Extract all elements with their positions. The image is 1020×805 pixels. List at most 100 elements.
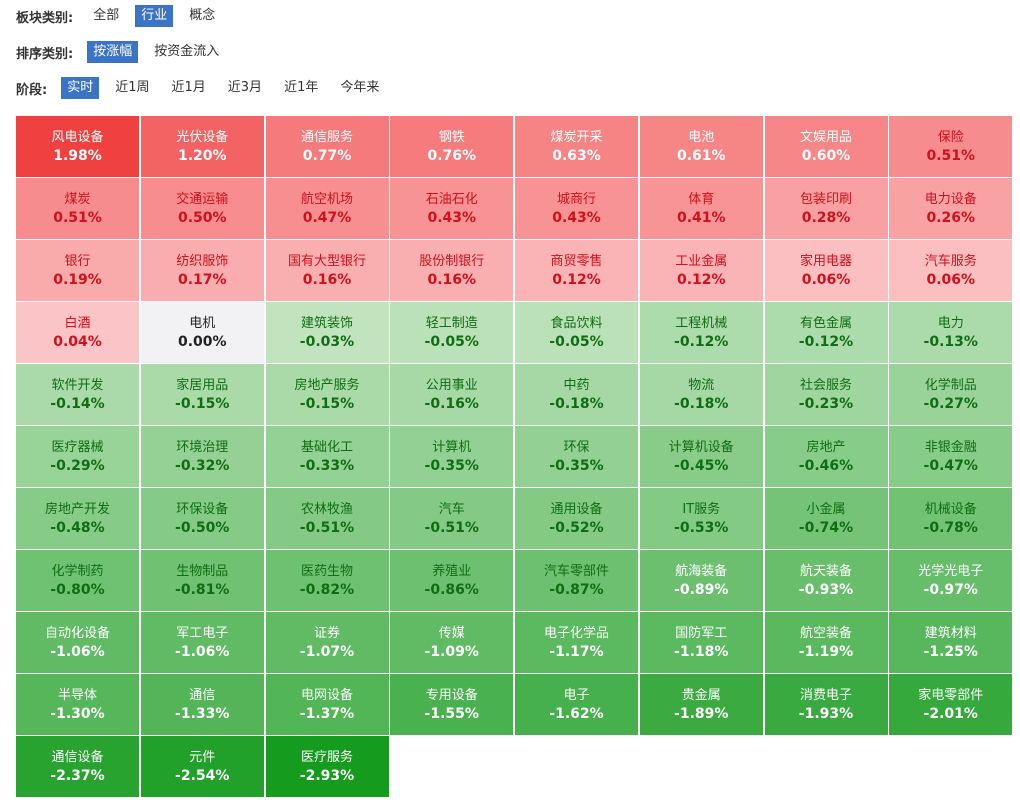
sector-tile[interactable]: 石油石化 0.43% bbox=[390, 178, 514, 239]
sector-tile[interactable]: 计算机设备 -0.45% bbox=[639, 426, 763, 487]
filter-option[interactable]: 行业 bbox=[135, 5, 174, 27]
sector-tile[interactable]: 家用电器 0.06% bbox=[764, 240, 888, 301]
sector-name: 有色金属 bbox=[799, 315, 852, 331]
sector-tile[interactable]: 农林牧渔 -0.51% bbox=[265, 488, 389, 549]
sector-name: 煤炭 bbox=[64, 191, 91, 207]
sector-tile[interactable]: 生物制品 -0.81% bbox=[140, 550, 264, 611]
sector-tile[interactable]: 电池 0.61% bbox=[639, 116, 763, 177]
sector-tile[interactable]: 专用设备 -1.55% bbox=[390, 674, 514, 735]
sector-tile[interactable]: 商贸零售 0.12% bbox=[515, 240, 638, 301]
sector-tile[interactable]: 汽车服务 0.06% bbox=[889, 240, 1013, 301]
sector-tile[interactable]: 文娱用品 0.60% bbox=[764, 116, 888, 177]
sector-tile[interactable]: 建筑装饰 -0.03% bbox=[265, 302, 389, 363]
sector-tile[interactable]: 光伏设备 1.20% bbox=[140, 116, 264, 177]
sector-tile[interactable]: 航空装备 -1.19% bbox=[764, 612, 888, 673]
sector-tile[interactable]: 航天装备 -0.93% bbox=[764, 550, 888, 611]
sector-tile[interactable]: 食品饮料 -0.05% bbox=[515, 302, 638, 363]
sector-tile[interactable]: 城商行 0.43% bbox=[515, 178, 638, 239]
sector-tile[interactable]: 消费电子 -1.93% bbox=[764, 674, 888, 735]
filter-option[interactable]: 近1周 bbox=[115, 80, 150, 95]
sector-tile[interactable]: 通信服务 0.77% bbox=[265, 116, 389, 177]
filter-option[interactable]: 近1年 bbox=[284, 80, 319, 95]
filter-option[interactable]: 近3月 bbox=[227, 80, 263, 95]
sector-tile[interactable]: 软件开发 -0.14% bbox=[16, 364, 139, 425]
sector-tile[interactable]: 家居用品 -0.15% bbox=[140, 364, 264, 425]
sector-tile[interactable]: 风电设备 1.98% bbox=[16, 116, 139, 177]
sector-tile[interactable]: 通信 -1.33% bbox=[140, 674, 264, 735]
sector-tile[interactable]: 环境治理 -0.32% bbox=[140, 426, 264, 487]
sector-tile[interactable]: 白酒 0.04% bbox=[16, 302, 139, 363]
sector-tile[interactable]: 环保 -0.35% bbox=[515, 426, 638, 487]
sector-tile[interactable]: 房地产开发 -0.48% bbox=[16, 488, 139, 549]
sector-tile[interactable]: 社会服务 -0.23% bbox=[764, 364, 888, 425]
sector-tile[interactable]: 航海装备 -0.89% bbox=[639, 550, 763, 611]
sector-change: -0.27% bbox=[923, 395, 978, 412]
sector-tile[interactable]: 物流 -0.18% bbox=[639, 364, 763, 425]
sector-tile[interactable]: 电力 -0.13% bbox=[889, 302, 1013, 363]
sector-tile[interactable]: 机械设备 -0.78% bbox=[889, 488, 1013, 549]
sector-tile[interactable]: 汽车 -0.51% bbox=[390, 488, 514, 549]
sector-tile[interactable]: 煤炭 0.51% bbox=[16, 178, 139, 239]
sector-tile[interactable]: 小金属 -0.74% bbox=[764, 488, 888, 549]
sector-tile[interactable]: 光学光电子 -0.97% bbox=[889, 550, 1013, 611]
sector-tile[interactable]: 煤炭开采 0.63% bbox=[515, 116, 638, 177]
sector-tile[interactable]: 自动化设备 -1.06% bbox=[16, 612, 139, 673]
sector-tile[interactable]: 电机 0.00% bbox=[140, 302, 264, 363]
filter-option[interactable]: 今年来 bbox=[340, 80, 380, 95]
sector-tile[interactable]: 中药 -0.18% bbox=[515, 364, 638, 425]
filter-option[interactable]: 全部 bbox=[93, 8, 120, 23]
sector-tile[interactable]: 证券 -1.07% bbox=[265, 612, 389, 673]
sector-tile[interactable]: 医药生物 -0.82% bbox=[265, 550, 389, 611]
sector-tile[interactable]: 包装印刷 0.28% bbox=[764, 178, 888, 239]
sector-tile[interactable]: 工业金属 0.12% bbox=[639, 240, 763, 301]
sector-name: 食品饮料 bbox=[550, 315, 603, 331]
sector-tile[interactable]: 国有大型银行 0.16% bbox=[265, 240, 389, 301]
sector-tile[interactable]: 交通运输 0.50% bbox=[140, 178, 264, 239]
sector-tile[interactable]: 贵金属 -1.89% bbox=[639, 674, 763, 735]
sector-tile[interactable]: 计算机 -0.35% bbox=[390, 426, 514, 487]
filter-option[interactable]: 按资金流入 bbox=[154, 44, 220, 59]
sector-tile[interactable]: 钢铁 0.76% bbox=[390, 116, 514, 177]
sector-tile[interactable]: 传媒 -1.09% bbox=[390, 612, 514, 673]
sector-tile[interactable]: 房地产服务 -0.15% bbox=[265, 364, 389, 425]
sector-tile[interactable]: 建筑材料 -1.25% bbox=[889, 612, 1013, 673]
sector-tile[interactable]: 医疗服务 -2.93% bbox=[265, 736, 389, 797]
sector-tile[interactable]: 体育 0.41% bbox=[639, 178, 763, 239]
sector-tile[interactable]: 元件 -2.54% bbox=[140, 736, 264, 797]
sector-tile[interactable]: 非银金融 -0.47% bbox=[889, 426, 1013, 487]
sector-tile[interactable]: 医疗器械 -0.29% bbox=[16, 426, 139, 487]
sector-tile[interactable]: 银行 0.19% bbox=[16, 240, 139, 301]
sector-tile[interactable]: 电力设备 0.26% bbox=[889, 178, 1013, 239]
sector-tile[interactable]: IT服务 -0.53% bbox=[639, 488, 763, 549]
sector-tile[interactable]: 环保设备 -0.50% bbox=[140, 488, 264, 549]
sector-tile[interactable]: 公用事业 -0.16% bbox=[390, 364, 514, 425]
sector-tile[interactable]: 国防军工 -1.18% bbox=[639, 612, 763, 673]
filter-option[interactable]: 按涨幅 bbox=[87, 41, 139, 63]
sector-tile[interactable]: 养殖业 -0.86% bbox=[390, 550, 514, 611]
sector-tile[interactable]: 电子化学品 -1.17% bbox=[515, 612, 638, 673]
sector-tile[interactable]: 工程机械 -0.12% bbox=[639, 302, 763, 363]
sector-tile[interactable]: 电网设备 -1.37% bbox=[265, 674, 389, 735]
sector-tile[interactable]: 保险 0.51% bbox=[889, 116, 1013, 177]
sector-tile[interactable]: 家电零部件 -2.01% bbox=[889, 674, 1013, 735]
sector-tile[interactable]: 汽车零部件 -0.87% bbox=[515, 550, 638, 611]
sector-tile[interactable]: 电子 -1.62% bbox=[515, 674, 638, 735]
sector-change: -0.33% bbox=[299, 457, 355, 474]
sector-tile[interactable]: 半导体 -1.30% bbox=[16, 674, 139, 735]
sector-tile[interactable]: 军工电子 -1.06% bbox=[140, 612, 264, 673]
filter-option[interactable]: 实时 bbox=[61, 77, 100, 99]
sector-tile[interactable]: 通信设备 -2.37% bbox=[16, 736, 139, 797]
sector-tile[interactable]: 纺织服饰 0.17% bbox=[140, 240, 264, 301]
sector-tile[interactable]: 化学制药 -0.80% bbox=[16, 550, 139, 611]
filter-option[interactable]: 概念 bbox=[189, 8, 216, 23]
sector-tile[interactable]: 股份制银行 0.16% bbox=[390, 240, 514, 301]
sector-tile[interactable]: 有色金属 -0.12% bbox=[764, 302, 888, 363]
sector-tile[interactable]: 通用设备 -0.52% bbox=[515, 488, 638, 549]
sector-tile[interactable]: 基础化工 -0.33% bbox=[265, 426, 389, 487]
sector-tile[interactable]: 房地产 -0.46% bbox=[764, 426, 888, 487]
sector-tile[interactable]: 化学制品 -0.27% bbox=[889, 364, 1013, 425]
sector-tile[interactable]: 轻工制造 -0.05% bbox=[390, 302, 514, 363]
filter-option[interactable]: 近1月 bbox=[171, 80, 206, 95]
sector-tile[interactable]: 航空机场 0.47% bbox=[265, 178, 389, 239]
sector-change: 0.06% bbox=[926, 271, 976, 288]
